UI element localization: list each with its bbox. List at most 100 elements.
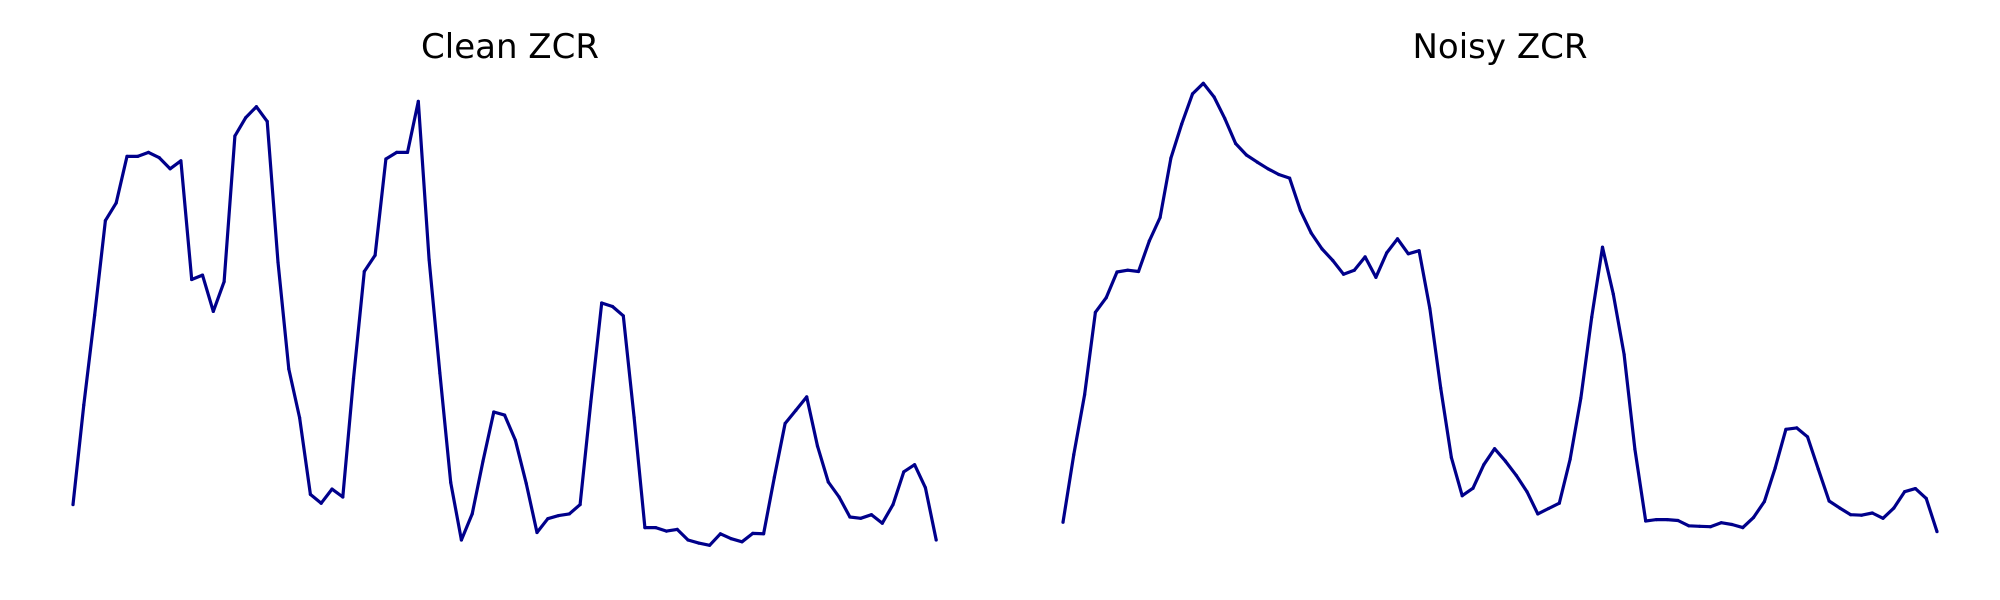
data-point [384, 157, 388, 161]
data-point [405, 150, 410, 154]
data-point [837, 495, 841, 499]
data-point [686, 538, 690, 542]
data-point [1363, 255, 1367, 259]
data-point [1072, 452, 1076, 457]
data-point [1622, 352, 1626, 356]
chart-panel-noisy: Noisy ZCR [1061, 27, 1939, 534]
data-point [233, 134, 237, 138]
data-point [1374, 275, 1378, 279]
data-point [136, 154, 140, 158]
data-point [416, 99, 420, 103]
data-point [1568, 457, 1572, 461]
data-point [1298, 208, 1302, 212]
data-point [449, 480, 453, 484]
data-point [1136, 269, 1141, 274]
data-point [1665, 518, 1669, 522]
data-point [319, 501, 323, 505]
data-point [287, 367, 291, 371]
data-point [492, 410, 496, 414]
data-point [1428, 307, 1432, 311]
data-point [1093, 310, 1097, 314]
data-point [244, 116, 248, 120]
data-point [1212, 95, 1216, 99]
data-point [1115, 270, 1119, 274]
data-point [1698, 524, 1702, 528]
data-point [1255, 160, 1259, 164]
data-point [1288, 176, 1292, 180]
data-point [1244, 153, 1248, 157]
data-point [1493, 447, 1497, 451]
data-point [1805, 435, 1810, 439]
data-point [1903, 490, 1907, 494]
data-point [168, 167, 172, 171]
data-point [1827, 499, 1831, 503]
data-point [125, 154, 129, 158]
data-point [632, 415, 636, 419]
data-point [179, 159, 183, 163]
data-point [1935, 530, 1939, 534]
data-point [1525, 490, 1529, 494]
data-point [880, 521, 884, 525]
data-point [438, 371, 442, 375]
data-point [82, 403, 86, 407]
data-point [190, 277, 194, 282]
data-point [265, 119, 269, 123]
data-point [1439, 386, 1443, 390]
data-point [1449, 456, 1453, 460]
series-line-clean [71, 99, 938, 547]
data-point [762, 532, 766, 536]
data-point [1881, 516, 1885, 520]
data-point [1644, 519, 1648, 523]
data-point [114, 201, 118, 205]
data-point [1503, 459, 1507, 463]
data-point [891, 503, 895, 507]
data-point [330, 487, 334, 491]
data-point [729, 537, 733, 541]
data-point [1687, 524, 1691, 528]
data-point [1180, 122, 1184, 126]
data-points-noisy [1061, 81, 1939, 534]
data-point [1341, 272, 1346, 276]
data-point [1536, 512, 1540, 516]
data-point [1752, 515, 1756, 520]
data-point [427, 258, 431, 262]
data-point [93, 313, 97, 317]
data-point [1234, 141, 1238, 146]
data-point [1460, 494, 1464, 498]
data-point [740, 540, 744, 544]
data-point [557, 514, 561, 518]
data-point [783, 421, 787, 426]
data-point [1590, 315, 1594, 319]
data-point [772, 475, 777, 479]
data-point [298, 416, 302, 420]
data-point [503, 413, 507, 417]
data-point [923, 486, 928, 490]
data-point [848, 515, 852, 519]
data-point [794, 408, 798, 412]
data-point [1061, 520, 1065, 524]
data-point [1719, 521, 1723, 525]
data-point [1676, 518, 1680, 523]
data-point [1482, 463, 1486, 467]
data-point [470, 512, 474, 516]
data-point [1762, 499, 1766, 504]
data-point [1277, 172, 1281, 177]
data-point [513, 438, 518, 442]
data-point [103, 219, 107, 223]
data-point [481, 459, 485, 463]
data-point [1924, 496, 1928, 500]
data-point [610, 304, 615, 309]
data-point [1633, 447, 1637, 451]
data-point [341, 495, 345, 499]
data-point [1514, 473, 1518, 477]
data-point [1406, 252, 1410, 256]
data-point [157, 156, 161, 160]
data-point [1838, 506, 1842, 510]
data-point [1352, 268, 1356, 272]
data-point [1557, 501, 1561, 505]
data-point [1201, 81, 1205, 85]
data-point [1892, 506, 1896, 510]
data-points-clean [71, 99, 938, 547]
data-point [902, 470, 906, 474]
